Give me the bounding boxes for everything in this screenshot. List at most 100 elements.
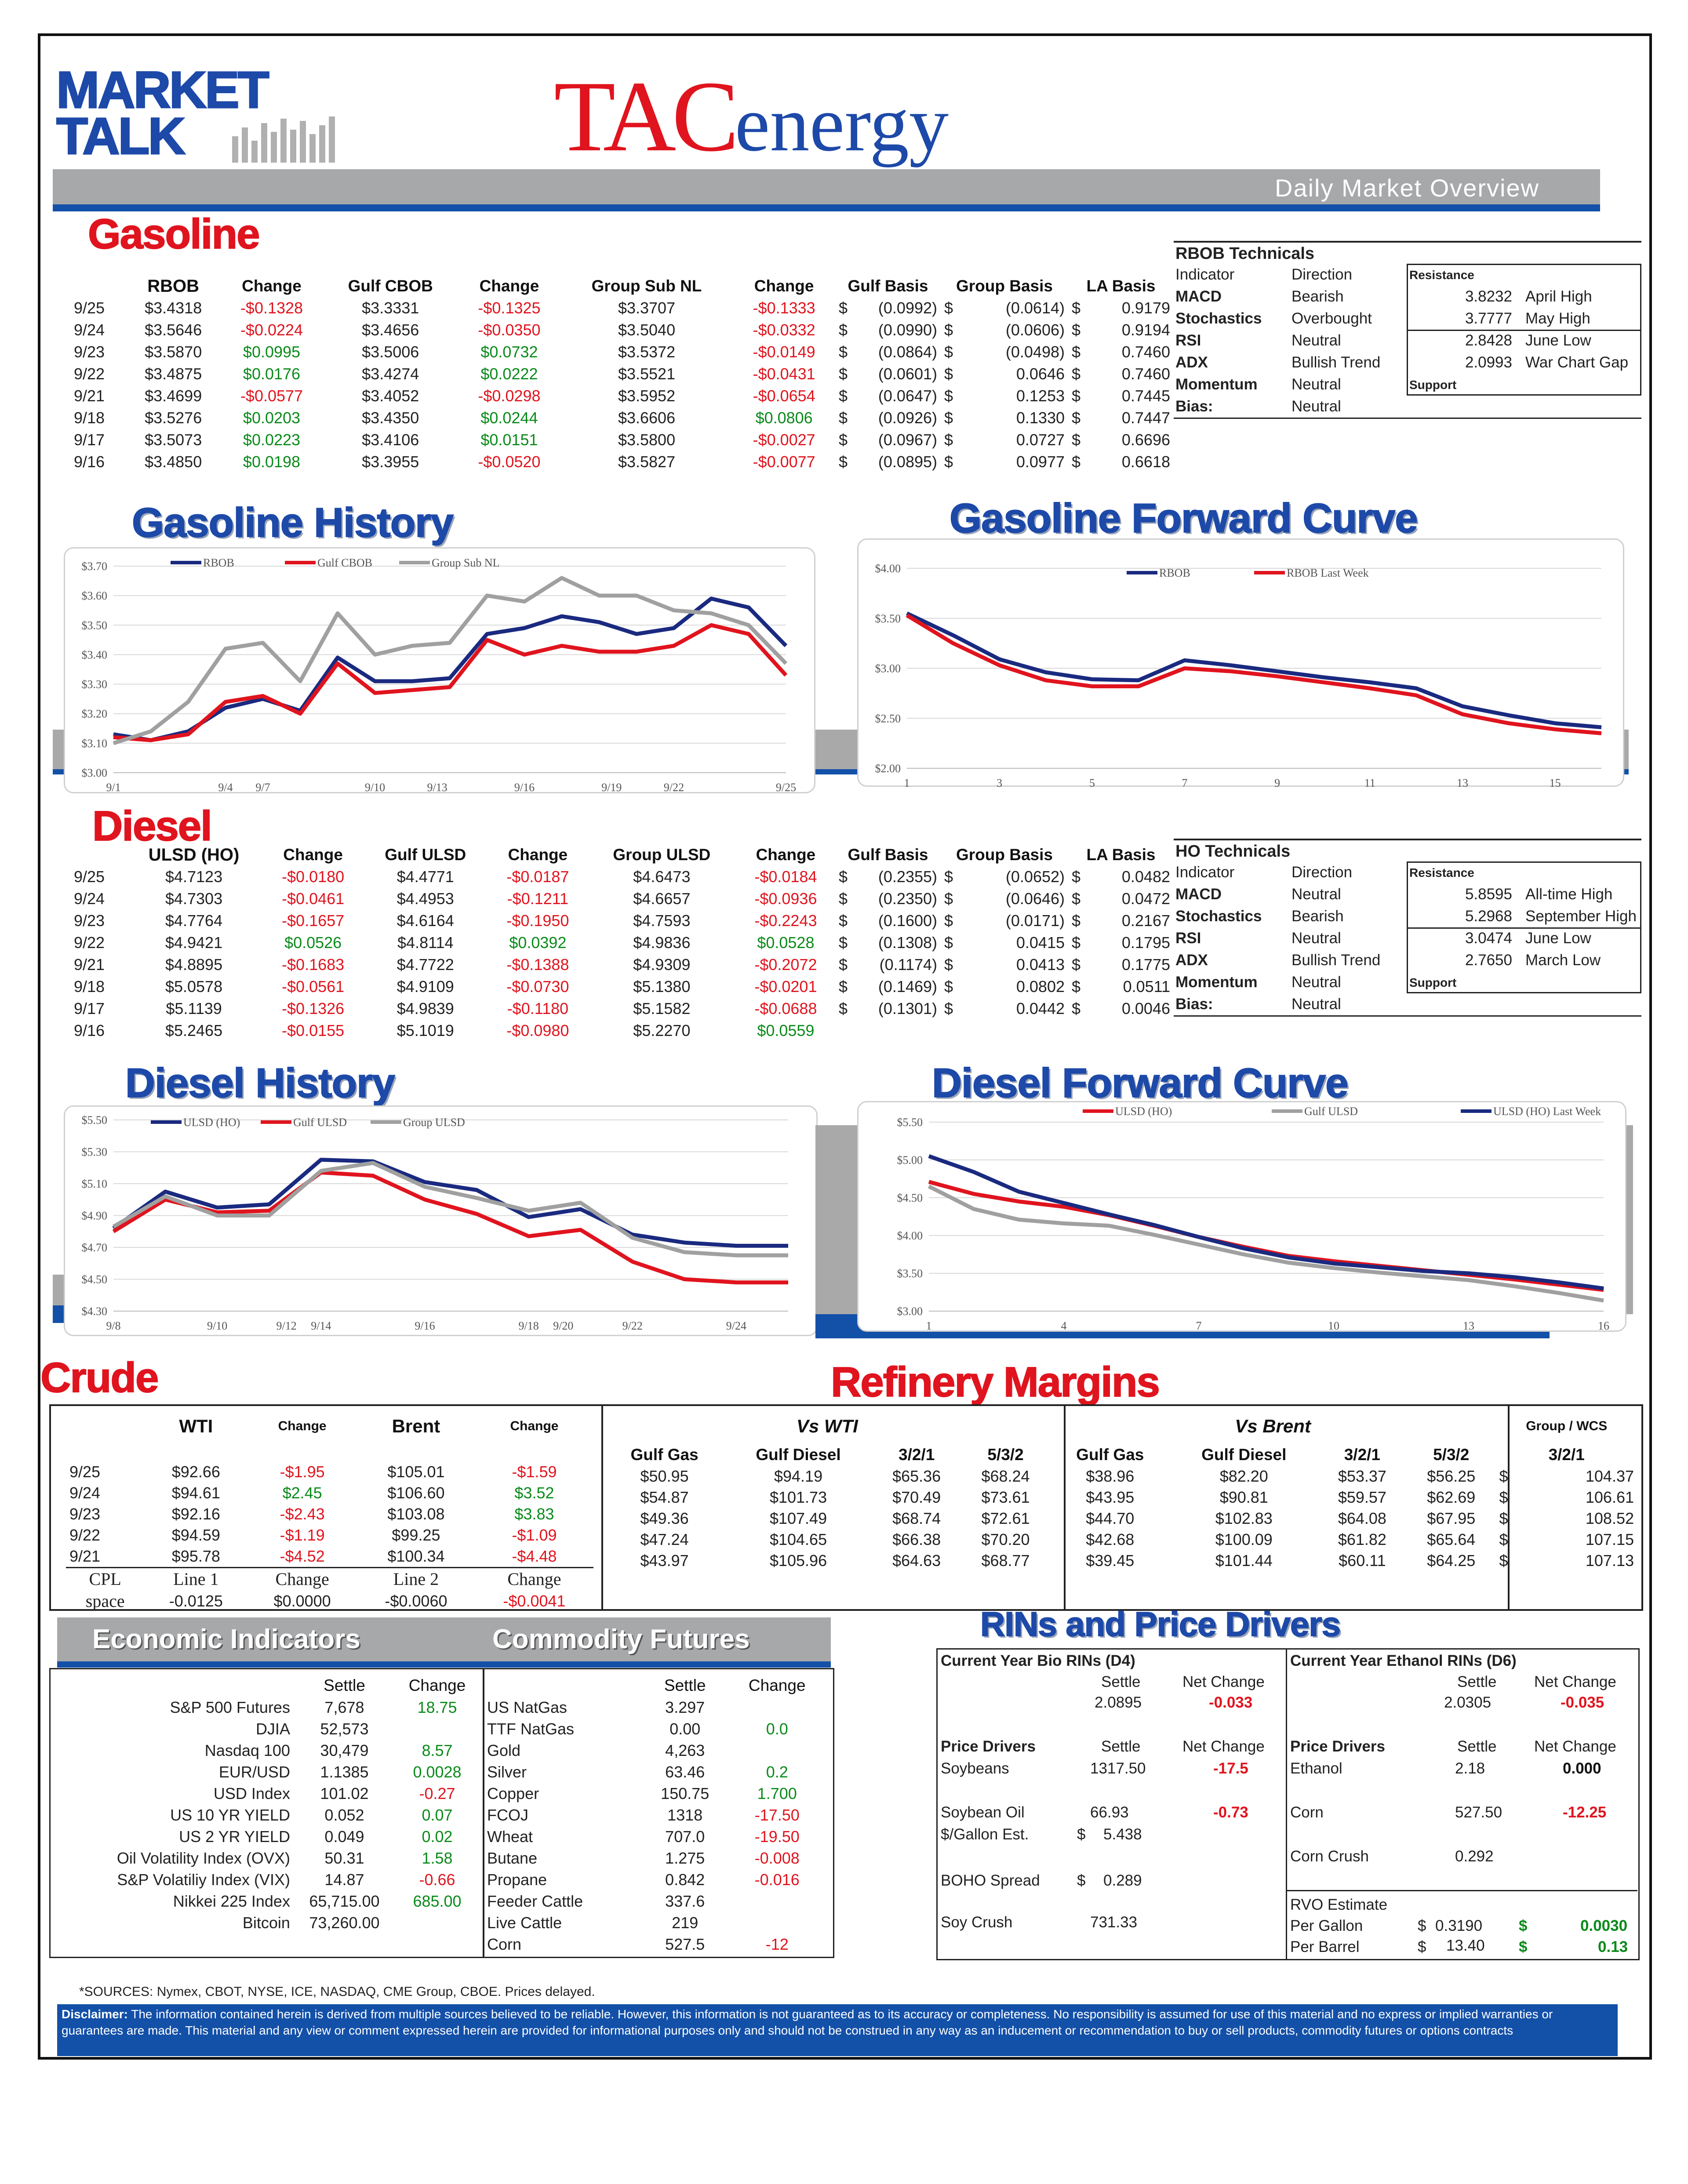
wcs-cell: $106.61	[1495, 1487, 1637, 1508]
driver-settle: 5.438	[1103, 1826, 1142, 1843]
dollar-sign: $	[944, 387, 953, 405]
change-cell: $0.0559	[757, 1021, 815, 1039]
series-line-gulf-ulsd	[928, 1185, 1604, 1303]
rbob-technicals: RBOB Technicals Indicator Direction MACD Bea…	[1174, 241, 1641, 461]
net-head: Net Change	[1182, 1673, 1265, 1690]
change-cell: -$0.0730	[506, 978, 569, 996]
basis-cell: $ (0.0967)	[835, 429, 941, 451]
change-cell: 685.00	[413, 1892, 462, 1910]
label-cell: Bitcoin	[242, 1914, 290, 1932]
tech-bottom-line	[1174, 418, 1641, 419]
price-cell: $4.9309	[633, 956, 691, 974]
disclaimer-bar: Disclaimer: The information contained he…	[57, 2004, 1618, 2056]
dollar-sign: $	[944, 890, 953, 908]
label-cell: Wheat	[487, 1828, 533, 1846]
date-cell: 9/25	[74, 868, 105, 886]
change-cell: -$0.1211	[507, 890, 569, 908]
basis-cell: $ (0.0652)	[941, 866, 1068, 888]
header-cell: Vs WTI	[796, 1416, 858, 1436]
price-cell: $5.1019	[397, 1021, 454, 1039]
y-tick-label: $3.60	[82, 589, 108, 602]
price-cell: $100.34	[387, 1547, 445, 1565]
header-cell: Gulf Diesel	[1201, 1446, 1287, 1464]
table-row: 9/17 $3.5073 $0.0223 $3.4106 $0.0151 $3.5800 -…	[70, 429, 1174, 451]
change-cell: -$4.48	[512, 1547, 557, 1565]
basis-cell: $0.7460	[1068, 363, 1174, 385]
margin-cell: $82.20	[1219, 1467, 1268, 1485]
margin-cell: $70.20	[981, 1530, 1030, 1548]
dollar-sign: $	[944, 868, 953, 886]
change-cell	[395, 1912, 479, 1933]
resistance-label: Resistance	[1409, 268, 1474, 282]
dollar-sign: $	[1499, 1467, 1508, 1485]
date-cell: 9/24	[74, 890, 105, 908]
margin-cell: $38.96	[1086, 1467, 1135, 1485]
price-cell: $4.6657	[633, 890, 691, 908]
header-cell	[70, 275, 126, 297]
basis-cell: $0.1253	[941, 385, 1068, 407]
refinery-divider-2	[1508, 1406, 1510, 1609]
y-tick-label: $3.10	[82, 737, 108, 750]
legend-label: Group ULSD	[403, 1116, 465, 1129]
settle-cell: 63.46	[665, 1763, 705, 1781]
basis-cell: $ (0.0992)	[835, 297, 941, 319]
net-head: Net Change	[1534, 1738, 1616, 1755]
dollar-sign: $	[1072, 890, 1081, 908]
change-cell: -$0.0187	[506, 868, 569, 886]
margin-cell: $68.74	[892, 1509, 941, 1527]
tech-head-direction: Direction	[1291, 864, 1353, 881]
dollar-sign: $	[944, 299, 953, 317]
basis-value: 0.0802	[1016, 978, 1065, 996]
change-cell: -$0.0149	[753, 343, 815, 361]
table-row: 9/16 $5.2465 -$0.0155 $5.1019 -$0.0980 $5.227…	[70, 1020, 1174, 1042]
basis-value: 0.0727	[1016, 431, 1065, 449]
header-cell: WTI	[179, 1416, 213, 1436]
dollar-sign: $	[839, 409, 848, 427]
legend-label: Gulf ULSD	[293, 1116, 347, 1129]
price-cell: $4.6164	[397, 912, 454, 930]
margin-cell: $64.08	[1338, 1509, 1386, 1527]
commod-title: Commodity Futures	[492, 1624, 750, 1654]
basis-value: (0.0647)	[878, 387, 937, 405]
y-tick-label: $4.90	[82, 1210, 108, 1222]
price-cell: $3.5276	[145, 409, 202, 427]
table-row: DJIA 52,573	[57, 1718, 479, 1740]
header-cell: Gulf CBOB	[348, 277, 433, 295]
header-cell	[66, 1409, 144, 1444]
date-cell: 9/23	[74, 343, 105, 361]
price-cell: $3.5040	[618, 321, 676, 339]
header-cell: 5/3/2	[1433, 1446, 1470, 1464]
table-row: 9/16 $3.4850 $0.0198 $3.3955 -$0.0520 $3.5827…	[70, 451, 1174, 473]
basis-cell: $0.6618	[1068, 451, 1174, 473]
series-line-rbob	[113, 596, 788, 742]
x-tick-label: 9/10	[207, 1319, 227, 1332]
header-cell: 3/2/1	[899, 1446, 935, 1464]
dollar-sign: $	[944, 934, 953, 952]
y-tick-label: $4.00	[897, 1229, 923, 1242]
price-cell: $92.16	[171, 1505, 220, 1523]
level-divider	[1407, 330, 1641, 331]
cpl-cell: space	[85, 1591, 125, 1611]
margin-cell: $100.09	[1215, 1530, 1273, 1548]
dollar-sign: $	[1072, 934, 1081, 952]
tech-direction: Neutral	[1291, 398, 1341, 415]
change-cell	[728, 1697, 826, 1718]
talk-word: TALK	[56, 107, 186, 165]
basis-value: (0.2355)	[878, 868, 937, 886]
change-cell: -$4.52	[280, 1547, 325, 1565]
header-row: RBOB Change Gulf CBOB Change Group Sub NL Cha…	[70, 275, 1174, 297]
dollar-sign: $	[944, 453, 953, 471]
level-label: War Chart Gap	[1525, 354, 1629, 371]
x-tick-label: 9/16	[415, 1319, 435, 1332]
basis-value: 0.0646	[1016, 365, 1065, 383]
d4-settle: 2.0895	[1095, 1694, 1142, 1711]
change-cell: $0.0176	[243, 365, 301, 383]
y-tick-label: $3.00	[875, 662, 901, 675]
change-cell: -$0.1333	[753, 299, 815, 317]
basis-value: 0.2167	[1121, 912, 1170, 930]
y-tick-label: $4.50	[82, 1273, 108, 1286]
x-tick-label: 16	[1598, 1319, 1609, 1332]
price-cell: $3.4274	[362, 365, 419, 383]
wcs-cell: $107.13	[1495, 1550, 1637, 1571]
basis-value: 0.7460	[1121, 365, 1170, 383]
